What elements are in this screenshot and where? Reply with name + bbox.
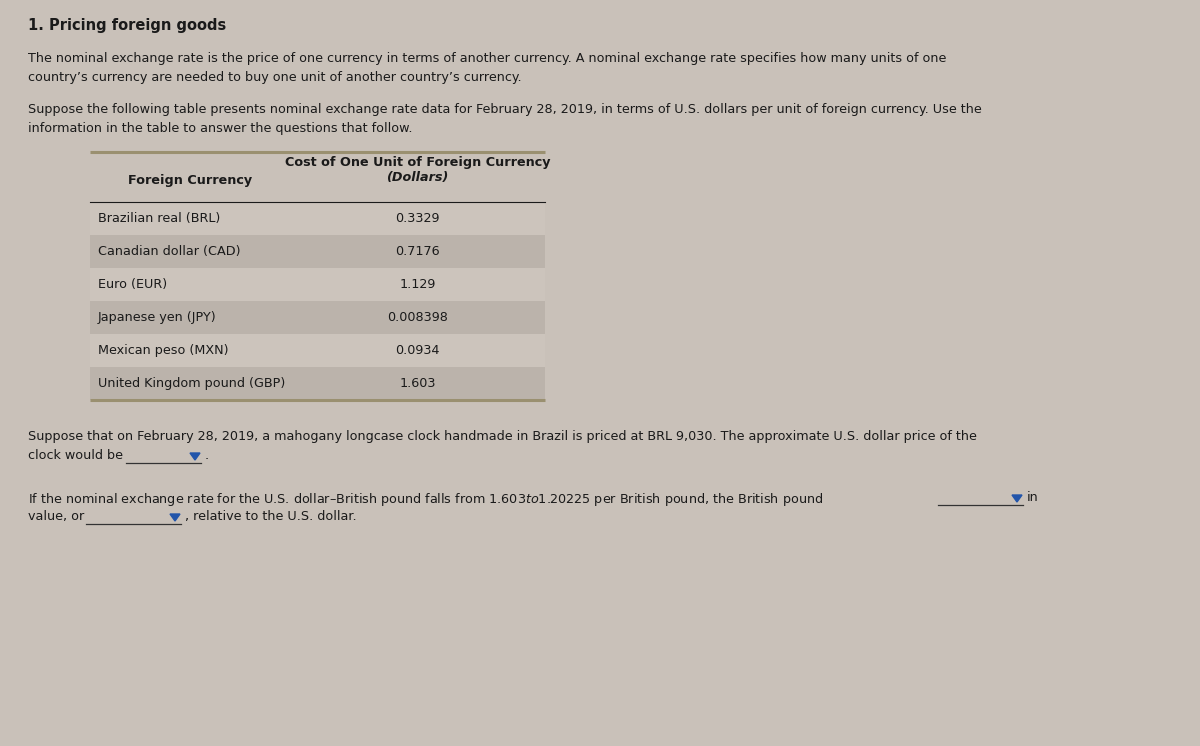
Text: Euro (EUR): Euro (EUR) [98, 278, 167, 291]
Text: Canadian dollar (CAD): Canadian dollar (CAD) [98, 245, 240, 258]
Text: (Dollars): (Dollars) [386, 171, 449, 184]
Text: clock would be: clock would be [28, 449, 124, 462]
Polygon shape [190, 453, 200, 460]
Text: , relative to the U.S. dollar.: , relative to the U.S. dollar. [185, 510, 356, 523]
Text: country’s currency are needed to buy one unit of another country’s currency.: country’s currency are needed to buy one… [28, 71, 522, 84]
Polygon shape [1012, 495, 1022, 502]
Text: Brazilian real (BRL): Brazilian real (BRL) [98, 212, 221, 225]
Text: in: in [1027, 491, 1039, 504]
Text: 1.129: 1.129 [400, 278, 436, 291]
Text: 0.3329: 0.3329 [395, 212, 439, 225]
Bar [90, 301, 545, 334]
Text: Japanese yen (JPY): Japanese yen (JPY) [98, 311, 217, 324]
Text: .: . [205, 449, 209, 462]
Bar [90, 235, 545, 268]
Text: The nominal exchange rate is the price of one currency in terms of another curre: The nominal exchange rate is the price o… [28, 52, 947, 65]
Text: 0.008398: 0.008398 [388, 311, 448, 324]
Text: information in the table to answer the questions that follow.: information in the table to answer the q… [28, 122, 413, 135]
Bar [90, 367, 545, 400]
Bar [90, 268, 545, 301]
Text: 1.603: 1.603 [400, 377, 436, 390]
Text: 0.0934: 0.0934 [395, 344, 439, 357]
Text: value, or: value, or [28, 510, 84, 523]
Text: Foreign Currency: Foreign Currency [128, 174, 252, 187]
Bar [90, 334, 545, 367]
Text: Suppose that on February 28, 2019, a mahogany longcase clock handmade in Brazil : Suppose that on February 28, 2019, a mah… [28, 430, 977, 443]
Bar [90, 202, 545, 235]
Text: United Kingdom pound (GBP): United Kingdom pound (GBP) [98, 377, 286, 390]
Text: Cost of One Unit of Foreign Currency: Cost of One Unit of Foreign Currency [284, 156, 551, 169]
Polygon shape [170, 514, 180, 521]
Text: 1. Pricing foreign goods: 1. Pricing foreign goods [28, 18, 227, 33]
Text: Mexican peso (MXN): Mexican peso (MXN) [98, 344, 228, 357]
Text: If the nominal exchange rate for the U.S. dollar–British pound falls from $1.603: If the nominal exchange rate for the U.S… [28, 491, 823, 508]
Text: 0.7176: 0.7176 [395, 245, 440, 258]
Text: Suppose the following table presents nominal exchange rate data for February 28,: Suppose the following table presents nom… [28, 103, 982, 116]
